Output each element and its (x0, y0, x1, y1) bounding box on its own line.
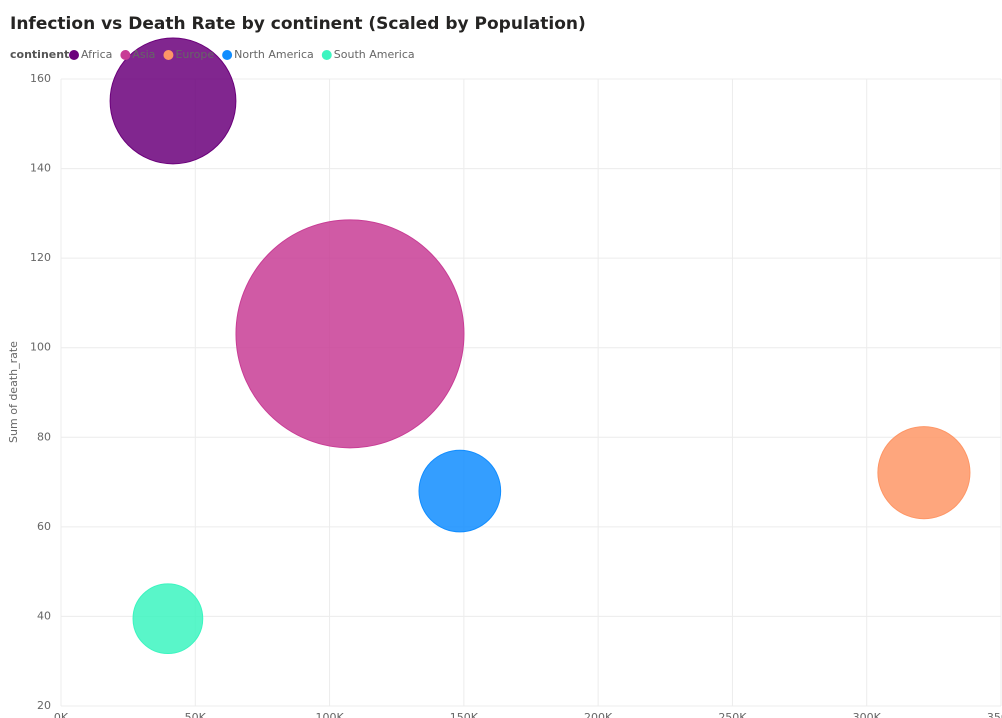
x-tick-label: 350K (987, 711, 1002, 718)
legend-swatch (163, 50, 174, 60)
bubble (132, 583, 204, 655)
legend-swatch (120, 50, 131, 60)
y-tick-label: 160 (30, 72, 51, 85)
bubble (109, 37, 237, 165)
legend-label: South America (334, 48, 415, 61)
legend-swatch (321, 50, 332, 60)
x-tick-label: 250K (718, 711, 747, 718)
x-tick-label: 200K (584, 711, 613, 718)
x-tick-label: 100K (315, 711, 344, 718)
chart-title: Infection vs Death Rate by continent (Sc… (10, 14, 586, 34)
legend-swatch (69, 50, 79, 60)
y-tick-label: 140 (30, 162, 51, 175)
bubble (418, 449, 502, 533)
y-tick-label: 100 (30, 341, 51, 354)
bubble (877, 426, 971, 520)
bubble (235, 219, 465, 449)
legend-label: Africa (81, 48, 112, 61)
x-tick-label: 300K (853, 711, 882, 718)
legend-label: North America (234, 48, 314, 61)
plot (109, 37, 971, 655)
y-tick-label: 20 (37, 699, 51, 712)
x-tick-label: 50K (185, 711, 207, 718)
legend-swatch (222, 50, 233, 60)
x-tick-label: 150K (450, 711, 479, 718)
legend: Africa Asia Europe North America South Ameri… (69, 48, 415, 61)
legend-label: Europe (175, 48, 214, 61)
legend-label: Asia (132, 48, 155, 61)
y-tick-label: 40 (37, 609, 51, 622)
legend-title: continent (10, 48, 69, 61)
x-tick-label: 0K (54, 711, 69, 718)
y-tick-label: 60 (37, 520, 51, 533)
y-axis-label: Sum of death_rate (7, 341, 20, 443)
y-tick-label: 80 (37, 430, 51, 443)
y-tick-label: 120 (30, 251, 51, 264)
